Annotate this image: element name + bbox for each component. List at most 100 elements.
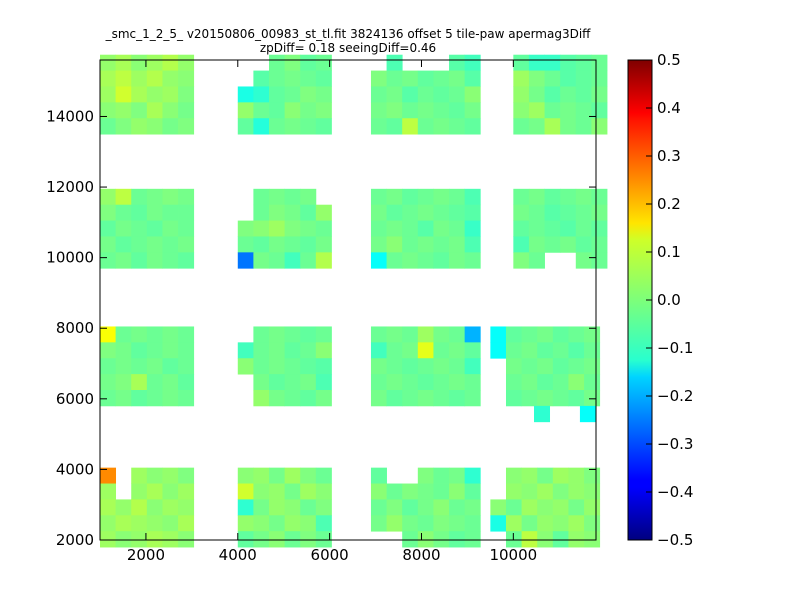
heatmap-cell [449,326,466,343]
heatmap-cell [584,326,601,343]
heatmap-cell [417,236,434,253]
heatmap-cell [284,515,301,532]
heatmap-cell [521,374,538,391]
heatmap-cell [528,188,545,206]
heatmap-cell [433,118,450,135]
heatmap-cell [284,86,301,103]
heatmap-cell [386,54,403,71]
heatmap-cell [146,515,163,532]
colorbar-tick-label: −0.1 [657,339,693,357]
heatmap-cell [237,358,254,375]
heatmap-cell [131,118,148,135]
heatmap-cell [115,204,132,221]
heatmap-cell [386,102,403,119]
heatmap-cell [100,358,117,375]
heatmap-cell [100,54,117,71]
heatmap-cell [269,342,286,359]
heatmap-cell [464,252,481,269]
heatmap-cell [417,499,434,516]
heatmap-cell [575,188,592,206]
heatmap-cell [490,515,507,532]
heatmap-cell [162,483,179,500]
heatmap-cell [115,70,132,87]
heatmap-cell [178,204,195,221]
heatmap-cell [315,499,332,516]
heatmap-cell [146,374,163,391]
heatmap-cell [386,118,403,135]
heatmap-cell [269,499,286,516]
heatmap-cell [449,483,466,500]
heatmap-cell [131,102,148,119]
heatmap-cell [131,499,148,516]
heatmap-cell [552,342,569,359]
axes: 2000 4000 6000 8000 10000 2000 4000 6000 8000 100… [46,60,596,564]
colorbar-tick-label: −0.4 [657,483,693,501]
heatmap-cell [269,358,286,375]
heatmap-cell [417,86,434,103]
heatmap-cell [115,86,132,103]
heatmap-cell [402,188,419,206]
heatmap-cell [300,499,317,516]
heatmap-cell [433,326,450,343]
heatmap-cell [386,252,403,269]
heatmap-cell [560,204,577,221]
heatmap-cell [537,326,554,343]
heatmap-cell [162,374,179,391]
heatmap-cell [178,374,195,391]
heatmap-cell [591,188,608,206]
heatmap-cell [552,499,569,516]
heatmap-cell [402,86,419,103]
heatmap-cell [253,531,270,548]
heatmap-cell [505,374,522,391]
heatmap-cell [386,358,403,375]
heatmap-cell [402,102,419,119]
heatmap-cell [386,220,403,237]
heatmap-cell [433,70,450,87]
heatmap-cell [370,358,387,375]
y-tick-label: 8000 [56,319,94,337]
heatmap-cell [417,358,434,375]
heatmap-cell [449,236,466,253]
heatmap-cell [146,531,163,548]
heatmap-cell [575,86,592,103]
heatmap-cell [253,236,270,253]
heatmap-cell [513,102,530,119]
heatmap-cell [537,467,554,484]
heatmap-cell [146,342,163,359]
heatmap-cell [162,220,179,237]
heatmap-cell [253,118,270,135]
heatmap-cell [433,483,450,500]
heatmap-cell [370,252,387,269]
heatmap-cell [433,188,450,206]
heatmap-cell [131,531,148,548]
heatmap-cell [162,188,179,206]
heatmap-cell [433,358,450,375]
heatmap-cell [505,515,522,532]
heatmap-cell [100,499,117,516]
heatmap-cell [315,118,332,135]
heatmap-cell [528,252,545,269]
heatmap-cell [300,220,317,237]
heatmap-cell [560,70,577,87]
heatmap-cell [115,54,132,71]
heatmap-cell [300,358,317,375]
heatmap-cell [146,467,163,484]
colorbar-tick-label: 0.4 [657,99,681,117]
heatmap-cell [162,86,179,103]
colorbar-tick-label: −0.2 [657,387,693,405]
heatmap-cell [464,515,481,532]
heatmap-cell [575,204,592,221]
heatmap-cell [552,326,569,343]
heatmap-cell [584,483,601,500]
heatmap-cell [315,70,332,87]
heatmap-cell [417,515,434,532]
heatmap-cell [370,467,387,484]
heatmap-cell [449,118,466,135]
heatmap-cell [370,342,387,359]
heatmap-cell [315,390,332,407]
heatmap-cell [552,483,569,500]
heatmap-cell [315,374,332,391]
heatmap-cell [300,102,317,119]
heatmap-cell [253,220,270,237]
heatmap-cell [315,342,332,359]
